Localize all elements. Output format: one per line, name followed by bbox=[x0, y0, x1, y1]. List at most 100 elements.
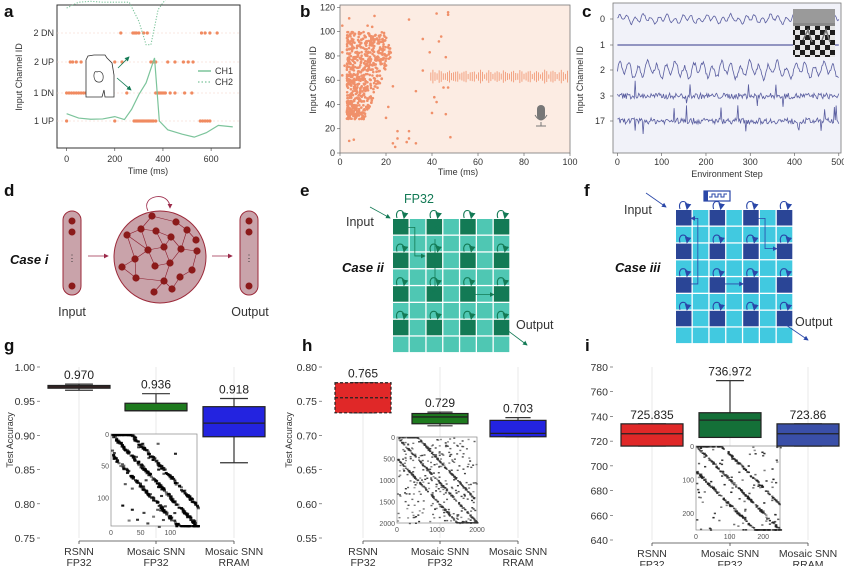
heatmap-cell bbox=[472, 464, 475, 466]
spike-dot bbox=[435, 100, 438, 104]
heatmap-cell bbox=[703, 479, 706, 481]
neuron-node bbox=[160, 243, 168, 251]
routing-tile bbox=[493, 235, 510, 252]
routing-tile bbox=[443, 269, 459, 285]
heatmap-cell bbox=[439, 461, 442, 463]
heatmap-cell bbox=[413, 481, 416, 483]
panel-e: e FP32 Input Case ii Output bbox=[300, 181, 554, 353]
spike-dot bbox=[428, 51, 432, 54]
spike-dot bbox=[407, 129, 411, 133]
heatmap-cell bbox=[432, 476, 435, 478]
heatmap-cell bbox=[456, 515, 459, 517]
heatmap-cell bbox=[173, 519, 177, 522]
heatmap-cell bbox=[439, 504, 442, 506]
heatmap-cell bbox=[440, 483, 443, 485]
heatmap-cell bbox=[754, 529, 757, 531]
spike-dot bbox=[352, 138, 356, 141]
spike-dot bbox=[437, 40, 441, 43]
spike-dot bbox=[355, 46, 359, 50]
heatmap-cell bbox=[441, 485, 444, 487]
heatmap-cell bbox=[421, 459, 424, 462]
heatmap-cell bbox=[138, 482, 142, 485]
heatmap-cell bbox=[730, 479, 733, 481]
heatmap-cell bbox=[407, 486, 410, 489]
y-tick-label: 0.80 bbox=[297, 362, 318, 374]
spike-dot bbox=[373, 34, 377, 37]
x-tick-label: RRAM bbox=[219, 557, 250, 566]
neuron-node bbox=[177, 245, 185, 253]
spike-dot bbox=[352, 72, 356, 76]
heatmap-cell bbox=[112, 453, 116, 457]
spike-dot bbox=[421, 37, 425, 41]
heatmap-cell bbox=[457, 514, 460, 516]
heatmap-cell bbox=[136, 440, 140, 443]
heatmap-cell bbox=[164, 510, 168, 513]
heatmap-cell bbox=[466, 465, 469, 468]
routing-tile bbox=[477, 269, 493, 285]
self-loop-arrow bbox=[746, 200, 759, 211]
inset-y-tick-label: 2000 bbox=[379, 521, 395, 528]
heatmap-cell bbox=[710, 461, 713, 463]
output-layer bbox=[239, 210, 259, 296]
heatmap-cell bbox=[449, 513, 452, 516]
heatmap-cell bbox=[475, 483, 478, 485]
heatmap-cell bbox=[430, 445, 433, 447]
inset-y-tick-label: 100 bbox=[97, 495, 109, 502]
heatmap-cell bbox=[699, 528, 703, 531]
spike-dot bbox=[190, 91, 194, 95]
heatmap-cell bbox=[156, 508, 160, 511]
heatmap-cell bbox=[438, 466, 441, 468]
heatmap-cell bbox=[442, 462, 445, 464]
heatmap-cell bbox=[432, 495, 435, 498]
spike-dot bbox=[360, 85, 364, 88]
spike-dot bbox=[373, 77, 377, 80]
heatmap-cell bbox=[454, 489, 457, 492]
heatmap-cell bbox=[439, 505, 442, 508]
heatmap-cell bbox=[175, 482, 179, 485]
heatmap-cell bbox=[751, 501, 755, 504]
spike-dot bbox=[381, 37, 384, 41]
heatmap-cell bbox=[448, 471, 451, 474]
heatmap-cell bbox=[697, 462, 701, 465]
spike-dot bbox=[387, 53, 391, 56]
routing-tile bbox=[776, 294, 793, 310]
heatmap-cell bbox=[462, 453, 465, 455]
heatmap-cell bbox=[710, 485, 714, 488]
y-tick-label: 0.90 bbox=[15, 430, 36, 442]
heatmap-cell bbox=[779, 529, 783, 531]
heatmap-cell bbox=[409, 480, 412, 482]
heatmap-cell bbox=[714, 490, 717, 492]
heatmap-cell bbox=[420, 462, 423, 464]
heatmap-cell bbox=[708, 483, 711, 485]
spike-dot bbox=[383, 63, 386, 67]
self-loop-arrow bbox=[463, 243, 476, 253]
heatmap-cell bbox=[739, 463, 743, 466]
mosaic-grid bbox=[393, 209, 510, 353]
heatmap-cell bbox=[412, 514, 415, 517]
heatmap-cell bbox=[140, 446, 144, 449]
routing-tile bbox=[692, 277, 709, 293]
heatmap-cell bbox=[456, 518, 459, 520]
heatmap-cell bbox=[449, 472, 452, 474]
heatmap-cell bbox=[148, 472, 152, 475]
spike-dot bbox=[356, 101, 360, 105]
heatmap-cell bbox=[778, 503, 781, 505]
heatmap-cell bbox=[404, 465, 407, 468]
heatmap-cell bbox=[416, 437, 419, 439]
heatmap-cell bbox=[407, 504, 410, 506]
neuron-tile bbox=[709, 210, 726, 226]
neuron-tile bbox=[776, 210, 793, 226]
spike-dot bbox=[442, 86, 445, 89]
spike-dot bbox=[134, 31, 139, 35]
spike-dot bbox=[444, 55, 448, 59]
heatmap-cell bbox=[749, 524, 752, 527]
spike-dot bbox=[357, 35, 360, 39]
heatmap-cell bbox=[151, 477, 155, 480]
spike-dot bbox=[383, 52, 387, 56]
heatmap-cell bbox=[454, 477, 457, 479]
routing-tile bbox=[676, 226, 692, 243]
heatmap-cell bbox=[421, 442, 424, 444]
heatmap-cell bbox=[465, 489, 468, 492]
heatmap-cell bbox=[429, 472, 432, 474]
panel-i: i 780760740720700680660640RSNNFP32Mosaic… bbox=[585, 336, 840, 566]
